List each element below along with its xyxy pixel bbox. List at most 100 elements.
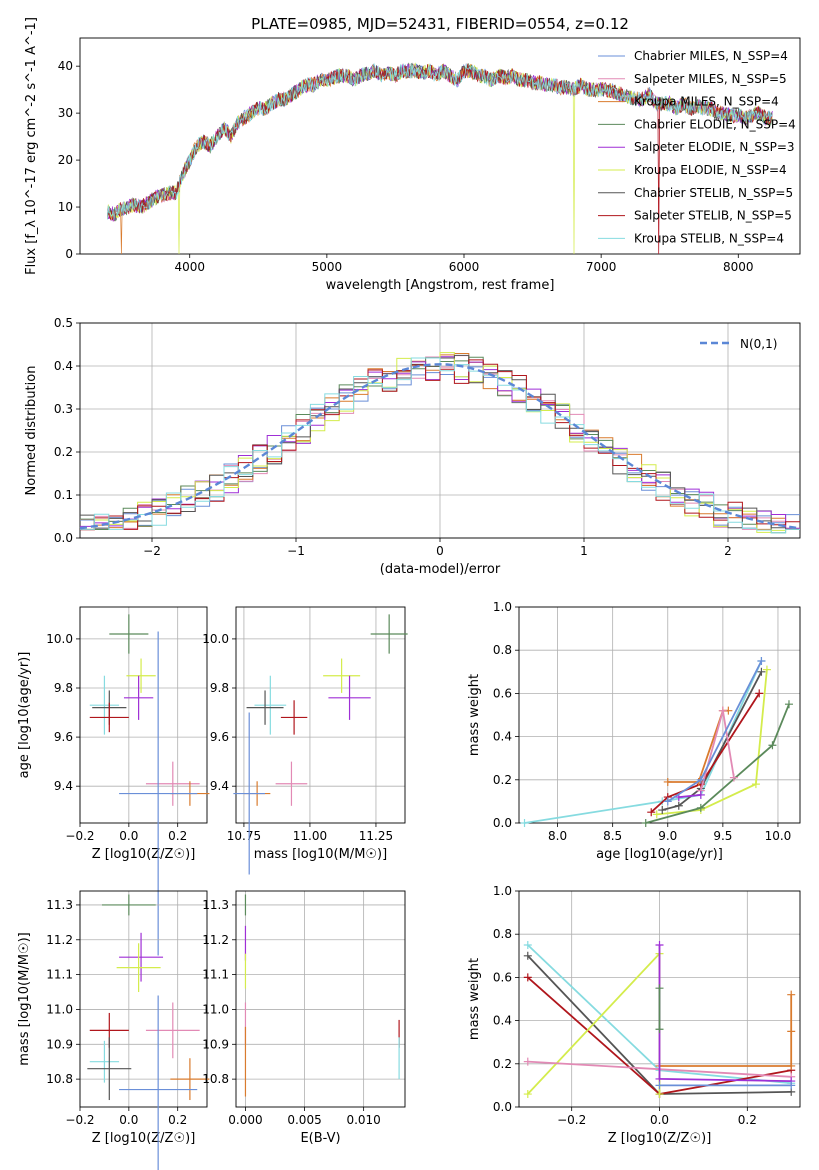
age_vs_mass-xlabel: mass [log10(M/M☉)]	[254, 847, 387, 862]
weight_vs_Z-ylabel: mass weight	[467, 958, 482, 1040]
spectrum-legend-label: Salpeter ELODIE, N_SSP=3	[634, 140, 795, 154]
residuals-xtick-label: 1	[580, 544, 588, 558]
weight_vs_Z-xtick-label: 0.0	[650, 1113, 669, 1127]
weight_vs_age-marker	[751, 780, 760, 789]
age_vs_mass-ytick-label: 9.4	[210, 779, 229, 793]
residuals-normal-curve	[79, 363, 801, 530]
weight_vs_Z-marker	[655, 1025, 664, 1034]
weight_vs_age-ytick-label: 1.0	[493, 600, 512, 614]
age_vs_mass-ytick-label: 10.0	[202, 632, 229, 646]
weight_vs_age-ytick-label: 0.2	[493, 773, 512, 787]
mass_vs_EBV-xlabel: E(B-V)	[300, 1131, 340, 1146]
spectrum-ytick-label: 20	[58, 153, 73, 167]
weight_vs_age-marker	[762, 665, 771, 674]
age_vs_Z-xtick-label: 0.2	[168, 829, 187, 843]
mass_vs_Z-frame	[79, 890, 208, 1108]
weight_vs_age-marker	[658, 806, 667, 815]
weight_vs_Z-xtick-label: −0.2	[557, 1113, 586, 1127]
residuals-legend-label: N(0,1)	[740, 337, 777, 351]
spectrum-series-line	[107, 63, 773, 255]
weight_vs_Z-marker	[787, 1081, 796, 1090]
age_vs_Z-ytick-label: 10.0	[46, 632, 73, 646]
residuals-xtick-label: −2	[143, 544, 161, 558]
spectrum-legend-label: Salpeter STELIB, N_SSP=5	[634, 209, 792, 223]
weight_vs_age-marker	[674, 801, 683, 810]
spectrum-ytick-label: 10	[58, 200, 73, 214]
spectrum-frame	[79, 37, 801, 255]
weight_vs_age-xtick-label: 8.5	[603, 829, 622, 843]
weight_vs_Z-series-line	[658, 945, 792, 1082]
weight_vs_Z-ytick-label: 1.0	[493, 884, 512, 898]
weight_vs_age-xtick-label: 8.0	[548, 829, 567, 843]
mass_vs_Z-ytick-label: 11.3	[46, 898, 73, 912]
figure-title: PLATE=0985, MJD=52431, FIBERID=0554, z=0…	[251, 15, 629, 33]
weight_vs_Z-marker	[655, 1081, 664, 1090]
weight_vs_age-ylabel: mass weight	[467, 674, 482, 756]
spectrum-ylabel: Flux [f_λ 10^-17 erg cm^-2 s^-1 A^-1]	[24, 17, 39, 275]
spectrum-ytick-label: 40	[58, 59, 73, 73]
spectrum-series-line	[107, 62, 773, 220]
weight_vs_Z-marker	[655, 984, 664, 993]
weight_vs_age-series-line	[667, 660, 763, 803]
weight_vs_age-series-line	[662, 671, 763, 811]
spectrum-legend-label: Salpeter MILES, N_SSP=5	[634, 72, 787, 86]
weight_vs_age-marker	[757, 657, 766, 665]
spectrum-series-line	[107, 62, 773, 255]
weight_vs_Z-xlabel: Z [log10(Z/Z☉)]	[608, 1131, 712, 1146]
mass_vs_EBV-xtick-label: 0.005	[287, 1113, 321, 1127]
weight_vs_Z-ytick-label: 0.4	[493, 1014, 512, 1028]
spectrum-xlabel: wavelength [Angstrom, rest frame]	[326, 278, 555, 293]
weight_vs_age-ytick-label: 0.6	[493, 686, 512, 700]
age_vs_mass-ytick-label: 9.8	[210, 681, 229, 695]
weight_vs_age-xtick-label: 9.5	[713, 829, 732, 843]
weight_vs_age-marker	[647, 808, 656, 817]
age_vs_Z-ytick-label: 9.4	[54, 779, 73, 793]
spectrum-xtick-label: 6000	[449, 260, 480, 274]
spectrum-legend-label: Kroupa ELODIE, N_SSP=4	[634, 163, 787, 177]
mass_vs_Z-xtick-label: −0.2	[65, 1113, 94, 1127]
mass_vs_Z-ytick-label: 11.0	[46, 1002, 73, 1016]
chart-layer: 4000 5000 6000 7000 8000010203040wavelength …	[17, 17, 801, 1170]
weight_vs_age-series-line	[645, 703, 790, 824]
weight_vs_Z-marker	[655, 1090, 664, 1099]
residuals-ytick-label: 0.4	[54, 359, 73, 373]
weight_vs_age-xtick-label: 9.0	[658, 829, 677, 843]
weight_vs_age-series-line	[524, 660, 763, 824]
weight_vs_Z-ytick-label: 0.2	[493, 1057, 512, 1071]
spectrum-legend-label: Chabrier ELODIE, N_SSP=4	[634, 117, 796, 131]
age_vs_mass-ytick-label: 9.6	[210, 730, 229, 744]
spectrum-xtick-label: 4000	[174, 260, 205, 274]
mass_vs_Z-xlabel: Z [log10(Z/Z☉)]	[92, 1131, 196, 1146]
weight_vs_Z-marker	[523, 951, 532, 960]
weight_vs_Z-marker	[787, 1027, 796, 1036]
weight_vs_Z-xtick-label: 0.2	[738, 1113, 757, 1127]
residuals-ytick-label: 0.0	[54, 531, 73, 545]
weight_vs_age-xtick-label: 10.0	[765, 829, 792, 843]
residuals-xtick-label: −1	[287, 544, 305, 558]
spectrum-series-line	[107, 62, 773, 222]
residuals-xtick-label: 0	[436, 544, 444, 558]
weight_vs_age-marker	[784, 700, 793, 709]
residuals-xlabel: (data-model)/error	[380, 562, 501, 577]
spectrum-legend-label: Chabrier MILES, N_SSP=4	[634, 49, 788, 63]
weight_vs_Z-ytick-label: 0.8	[493, 927, 512, 941]
age_vs_Z-xtick-label: 0.0	[119, 829, 138, 843]
weight_vs_Z-marker	[655, 941, 664, 949]
weight_vs_age-marker	[729, 773, 738, 782]
weight_vs_age-marker	[768, 741, 777, 750]
residuals-xtick-label: 2	[724, 544, 732, 558]
mass_vs_EBV-ytick-label: 11.3	[202, 898, 229, 912]
weight_vs_age-xlabel: age [log10(age/yr)]	[596, 847, 723, 862]
weight_vs_age-marker	[696, 803, 705, 812]
mass_vs_Z-ytick-label: 11.2	[46, 933, 73, 947]
mass_vs_EBV-frame	[235, 890, 406, 1108]
residuals-ytick-label: 0.2	[54, 445, 73, 459]
weight_vs_Z-marker	[787, 990, 796, 999]
spectrum-ytick-label: 30	[58, 106, 73, 120]
spectrum-legend-label: Chabrier STELIB, N_SSP=5	[634, 186, 793, 200]
weight_vs_age-frame	[518, 606, 801, 824]
weight_vs_Z-marker	[523, 941, 532, 949]
residuals-ytick-label: 0.3	[54, 402, 73, 416]
age_vs_mass-xtick-label: 10.75	[227, 829, 261, 843]
mass_vs_EBV-ytick-label: 11.2	[202, 933, 229, 947]
